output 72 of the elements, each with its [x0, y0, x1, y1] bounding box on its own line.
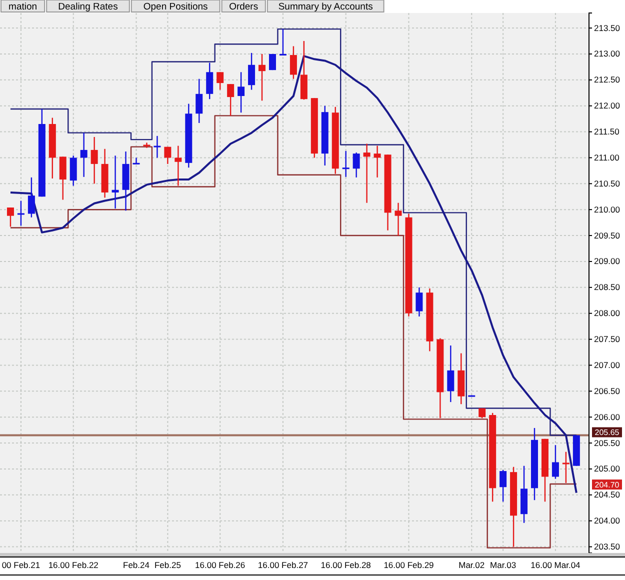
candlestick [59, 156, 66, 200]
x-tick-label: 16.00 Feb.29 [384, 560, 434, 570]
candlestick [154, 135, 161, 158]
candlestick [28, 176, 35, 218]
x-tick-label: 16.00 Feb.22 [48, 560, 99, 570]
y-tick-label: 210.00 [594, 204, 620, 214]
candlestick [227, 83, 234, 116]
candlestick [279, 28, 286, 56]
candlestick [352, 152, 360, 178]
y-tick-label: 208.50 [594, 282, 620, 292]
candlestick [80, 132, 88, 178]
y-tick-label: 212.00 [594, 100, 620, 111]
text: Open Positions [143, 2, 208, 12]
y-tick-label: 213.50 [594, 22, 620, 33]
y-tick-label: 207.00 [594, 360, 620, 370]
x-tick-label: 16.00 Feb.27 [258, 560, 308, 570]
candlestick [112, 155, 119, 210]
candlestick [90, 136, 98, 184]
candlestick [132, 157, 140, 165]
candlestick [552, 444, 559, 480]
candlestick [363, 143, 370, 204]
candlestick [216, 72, 224, 90]
y-tick-label: 206.00 [594, 412, 620, 422]
candlestick [206, 62, 214, 100]
text: mation [8, 2, 38, 12]
candlestick [70, 155, 77, 186]
text: Orders [229, 2, 258, 12]
candlestick [447, 344, 454, 403]
y-tick-label: 204.00 [594, 516, 620, 526]
candlestick [196, 78, 203, 124]
annotation: 204.70 [594, 480, 620, 490]
candlestick [238, 72, 245, 114]
text: Summary by Accounts [278, 2, 374, 12]
y-tick-label: 205.00 [594, 464, 620, 474]
y-tick-label: 204.50 [594, 490, 620, 500]
y-tick-label: 211.50 [594, 126, 620, 137]
y-tick-label: 212.50 [594, 74, 620, 85]
candlestick [174, 145, 182, 186]
y-tick-label: 209.00 [594, 256, 620, 266]
candlestick [248, 52, 256, 90]
candlestick [290, 46, 297, 80]
candlestick [394, 202, 402, 236]
y-tick-label: 209.50 [594, 230, 620, 240]
x-tick-label: Feb.24 [123, 560, 150, 570]
x-tick-label: 00 Feb.21 [2, 560, 40, 570]
candlestick [17, 200, 24, 226]
candlestick [258, 53, 266, 102]
candlestick [143, 142, 150, 148]
candlestick [416, 286, 423, 318]
text: Dealing Rates [58, 2, 118, 12]
candlestick [164, 146, 172, 165]
x-tick-label: 16.00 Mar.04 [530, 560, 581, 570]
y-tick-label: 210.50 [594, 178, 620, 188]
candlestick [342, 150, 350, 178]
x-tick-label: Mar.03 [490, 560, 516, 570]
line-series [9, 55, 578, 494]
y-tick-label: 208.00 [594, 308, 620, 318]
candlestick [500, 469, 507, 502]
candlestick [6, 206, 14, 228]
y-tick-label: 203.50 [594, 541, 620, 552]
y-tick-label: 206.50 [594, 386, 620, 396]
ref-line-label: 205.65 [594, 428, 620, 438]
y-tick-label: 213.00 [594, 48, 620, 59]
y-tick-label: 205.50 [594, 438, 620, 448]
candlestick [374, 145, 381, 178]
x-tick-label: Mar.02 [458, 560, 485, 570]
x-tick-label: 16.00 Feb.28 [320, 560, 372, 570]
x-tick-label: 16.00 Feb.26 [195, 560, 246, 570]
y-tick-label: 207.50 [594, 334, 620, 344]
candlestick [562, 451, 570, 484]
y-tick-label: 211.00 [594, 152, 620, 162]
x-tick-label: Feb.25 [154, 560, 182, 570]
